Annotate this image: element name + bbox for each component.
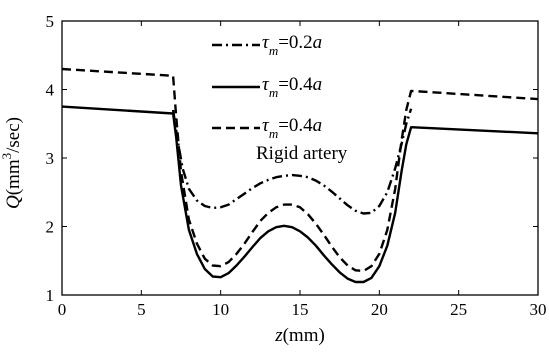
series-line-solid — [61, 105, 539, 284]
x-tick-label: 30 — [530, 300, 547, 319]
y-tick-label: 1 — [46, 286, 55, 305]
legend: τm=0.2a τm=0.4a τm=0.4a Rigid artery — [212, 32, 348, 164]
legend-entry-3-tail: a — [313, 115, 323, 136]
legend-entry-1-rest: =0.2 — [278, 32, 312, 53]
y-tick-label: 3 — [46, 149, 55, 168]
x-axis-var: z — [274, 325, 283, 346]
legend-entry-3: τm=0.4a — [262, 115, 322, 141]
y-axis-unit-post: /sec) — [3, 117, 24, 153]
y-axis-var: Q — [3, 195, 24, 209]
x-axis-unit: (mm) — [283, 325, 325, 346]
legend-entry-1-tail: a — [313, 32, 323, 53]
legend-entry-1: τm=0.2a — [262, 32, 322, 58]
x-tick-label: 5 — [137, 300, 146, 319]
series-layer — [61, 67, 539, 284]
x-tick-label: 20 — [371, 300, 388, 319]
y-tick-label: 5 — [46, 12, 55, 31]
tick-layer: 0 5 10 15 20 25 30 1 2 3 4 5 — [46, 12, 547, 319]
y-tick-label: 4 — [46, 81, 55, 100]
x-tick-label: 10 — [212, 300, 229, 319]
legend-entry-3-rest: =0.4 — [278, 115, 313, 136]
x-tick-label: 15 — [292, 300, 309, 319]
series-line-dashdot — [171, 108, 413, 215]
y-axis-label: Q(mm3/sec) — [0, 117, 24, 209]
y-axis-unit-pre: (mm — [3, 159, 24, 195]
legend-entry-3-sym: τ — [262, 115, 270, 136]
legend-entry-2-sub: m — [269, 85, 278, 100]
legend-entry-2-tail: a — [313, 74, 323, 95]
y-axis-unit-sup: 3 — [0, 153, 14, 160]
legend-entry-1-sub: m — [269, 43, 278, 58]
x-tick-label: 0 — [58, 300, 67, 319]
y-tick-label: 2 — [46, 218, 55, 237]
series-line-dashed — [61, 67, 539, 273]
legend-entry-2: τm=0.4a — [262, 74, 322, 100]
legend-entry-2-rest: =0.4 — [278, 74, 313, 95]
legend-entry-3-extra: Rigid artery — [256, 143, 348, 164]
legend-entry-1-sym: τ — [262, 32, 270, 53]
legend-entry-2-sym: τ — [262, 74, 270, 95]
x-axis-label: z(mm) — [274, 325, 325, 346]
x-tick-label: 25 — [450, 300, 467, 319]
legend-entry-3-sub: m — [269, 126, 278, 141]
